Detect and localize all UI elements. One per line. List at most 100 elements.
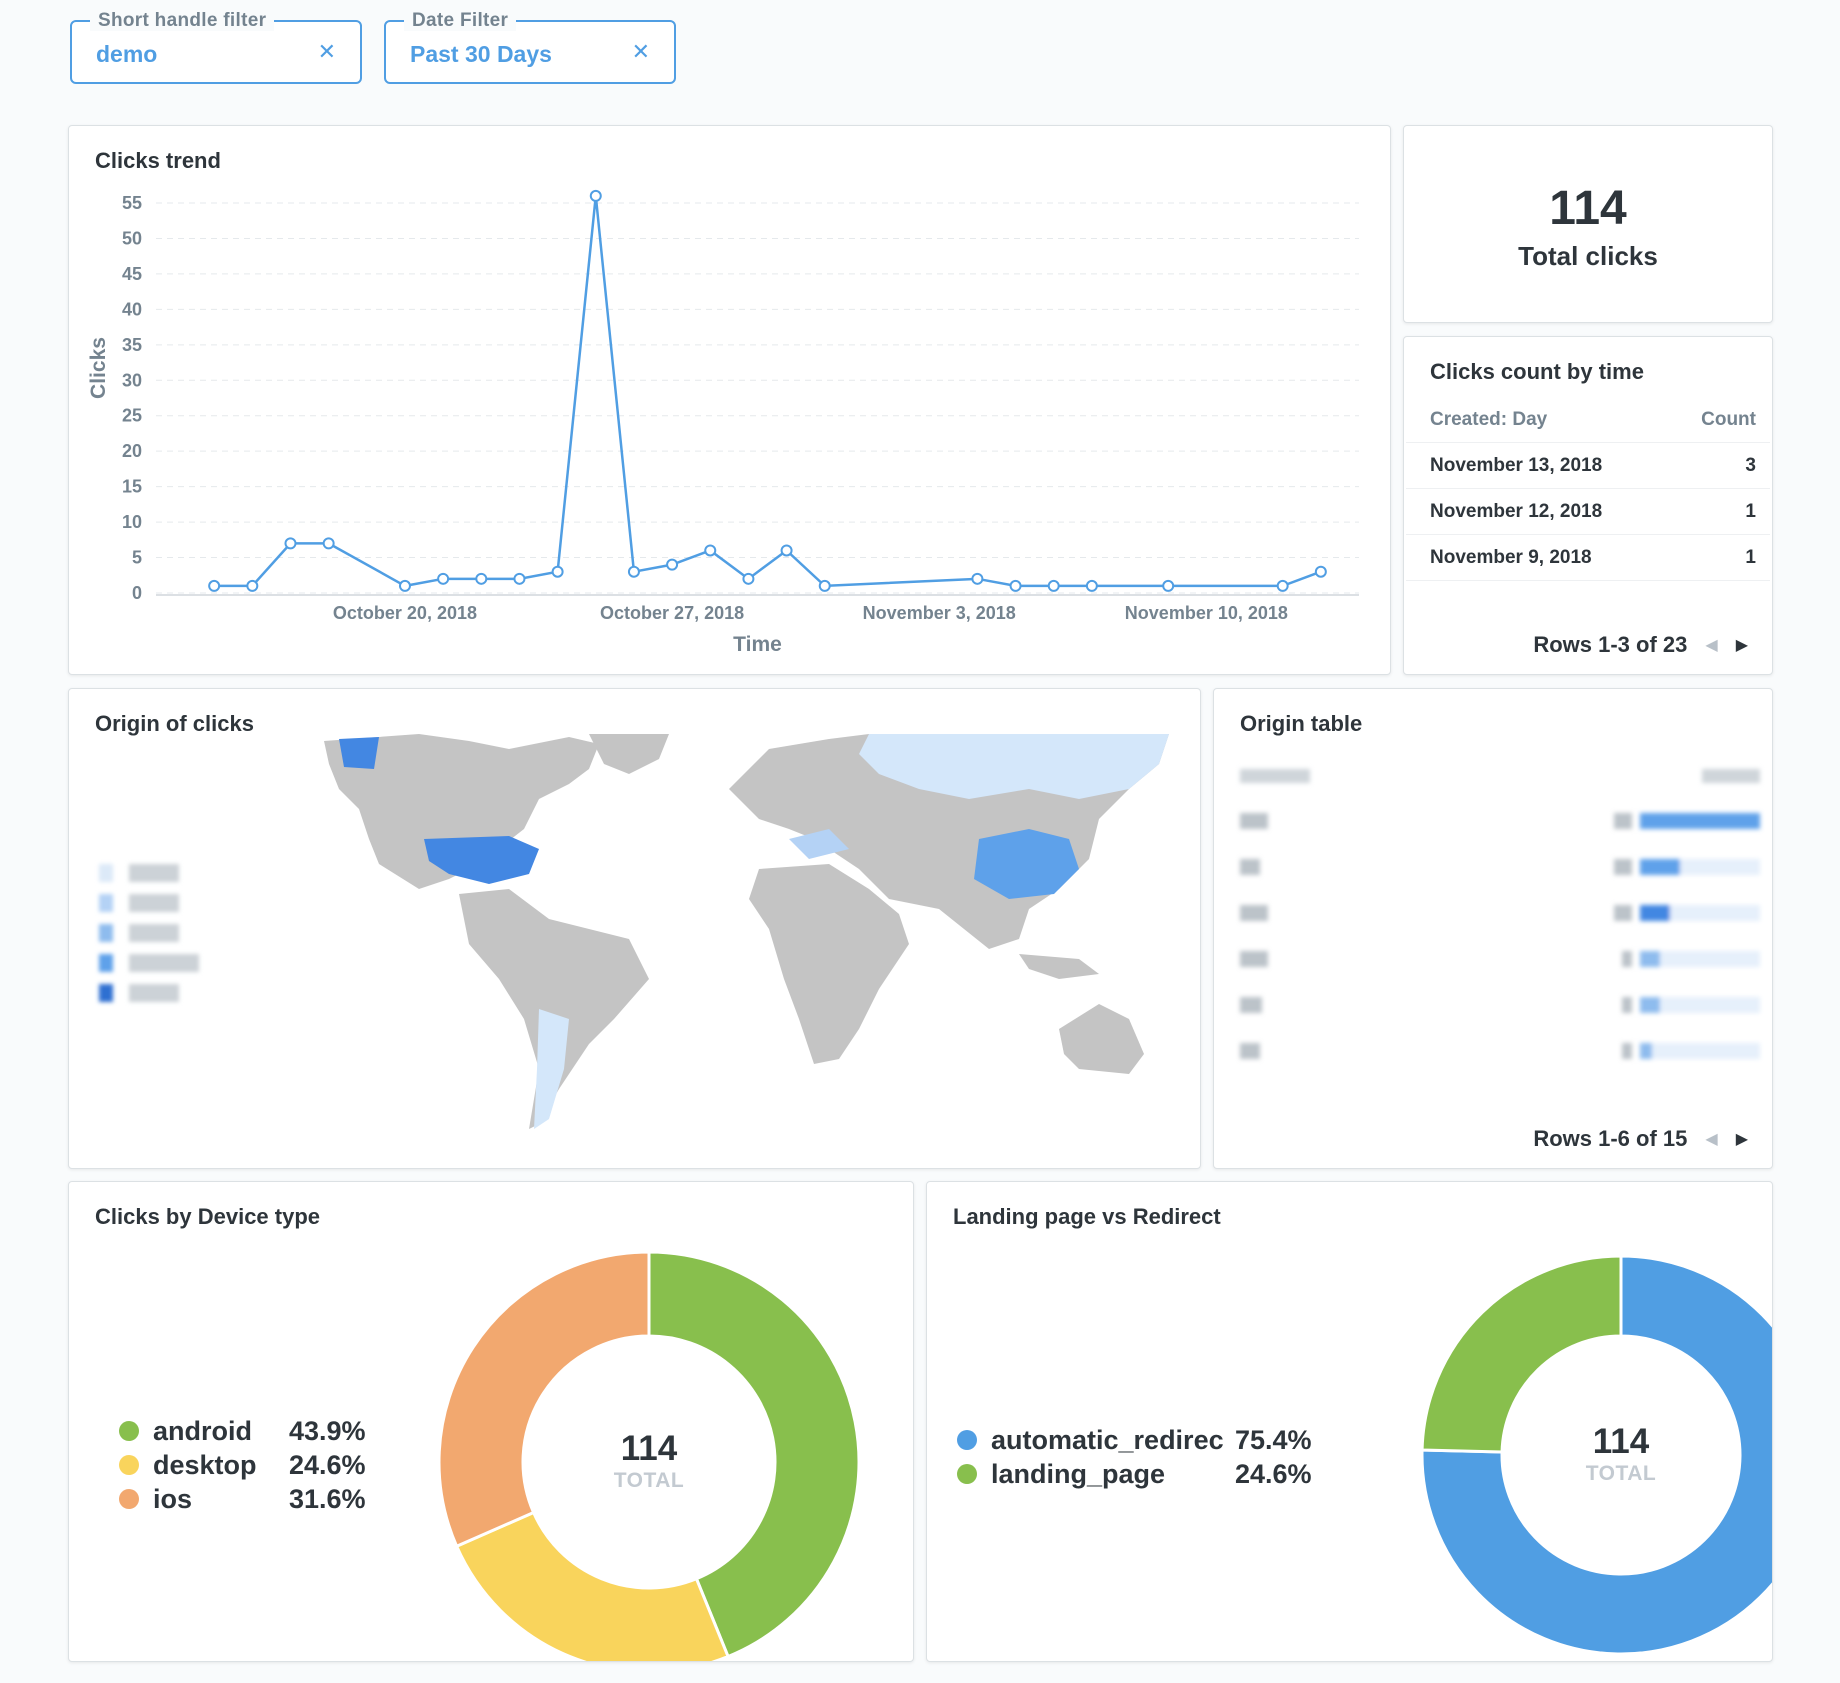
legend: automatic_redirec 75.4% landing_page 24.… bbox=[957, 1423, 1312, 1491]
x-tick-label: November 3, 2018 bbox=[863, 603, 1016, 623]
legend-item-android[interactable]: android 43.9% bbox=[119, 1414, 366, 1448]
landing-vs-redirect-card: Landing page vs Redirect automatic_redir… bbox=[926, 1181, 1773, 1662]
legend-percent: 31.6% bbox=[289, 1483, 366, 1514]
data-point bbox=[704, 544, 717, 557]
total-clicks-label[interactable]: Total clicks bbox=[1518, 241, 1658, 271]
y-tick-label: 25 bbox=[122, 406, 142, 426]
y-axis-label: Clicks bbox=[87, 337, 110, 399]
series-line bbox=[214, 195, 1322, 588]
cell-day: November 9, 2018 bbox=[1430, 546, 1592, 568]
legend-label: landing_page bbox=[991, 1458, 1166, 1489]
y-tick-label: 35 bbox=[122, 335, 142, 355]
y-tick-label: 50 bbox=[122, 228, 142, 248]
donut-center: 114 TOTAL bbox=[569, 1429, 729, 1493]
table-row: November 9, 2018 1 bbox=[1406, 535, 1770, 581]
legend-label: ios bbox=[153, 1483, 193, 1514]
x-tick-label: October 20, 2018 bbox=[333, 603, 477, 623]
pagination-label: Rows 1-3 of 23 bbox=[1533, 632, 1688, 657]
world-map[interactable] bbox=[69, 689, 1201, 1169]
previous-page-icon[interactable]: ◀ bbox=[1705, 637, 1718, 654]
y-tick-label: 5 bbox=[132, 548, 142, 568]
card-title[interactable]: Clicks count by time bbox=[1430, 359, 1644, 384]
table-row: November 12, 2018 1 bbox=[1406, 489, 1770, 535]
previous-page-icon[interactable]: ◀ bbox=[1705, 1131, 1718, 1148]
x-axis-label: Time bbox=[733, 633, 782, 656]
cell-count: 1 bbox=[1745, 500, 1756, 522]
pagination-label: Rows 1-6 of 15 bbox=[1533, 1126, 1688, 1151]
filter-label: Date Filter bbox=[404, 11, 517, 31]
y-tick-label: 0 bbox=[132, 583, 142, 603]
donut-center: 114 TOTAL bbox=[1541, 1422, 1701, 1486]
filter-value[interactable]: demo bbox=[96, 41, 158, 67]
legend-dot bbox=[957, 1464, 977, 1484]
y-tick-label: 55 bbox=[122, 193, 142, 213]
card-title[interactable]: Clicks by Device type bbox=[95, 1204, 321, 1229]
pagination: Rows 1-3 of 23 ◀ ▶ bbox=[1533, 632, 1748, 658]
date-filter[interactable]: Date Filter Past 30 Days ✕ bbox=[384, 11, 676, 84]
donut-slice-automatic-redirec bbox=[1420, 1254, 1772, 1656]
column-header-created-day[interactable]: Created: Day bbox=[1430, 408, 1548, 430]
legend-item-desktop[interactable]: desktop 24.6% bbox=[119, 1448, 366, 1482]
data-point bbox=[627, 565, 640, 578]
data-point bbox=[1276, 579, 1289, 592]
legend-dot bbox=[119, 1489, 139, 1509]
legend-label: android bbox=[153, 1415, 252, 1446]
table-row: November 13, 2018 3 bbox=[1406, 443, 1770, 489]
cell-count: 3 bbox=[1745, 454, 1756, 476]
data-point bbox=[971, 572, 984, 585]
clicks-count-table-card: Clicks count by time Created: Day Count … bbox=[1403, 336, 1773, 675]
data-point bbox=[1314, 565, 1327, 578]
data-point bbox=[1085, 579, 1098, 592]
close-icon[interactable]: ✕ bbox=[317, 39, 336, 64]
short-handle-filter[interactable]: Short handle filter demo ✕ bbox=[70, 11, 362, 84]
data-point bbox=[1009, 579, 1022, 592]
cell-day: November 13, 2018 bbox=[1430, 454, 1603, 476]
clicks-trend-chart: 0 5 10 15 20 25 30 35 40 45 50 55 October 20, 2018 Oc… bbox=[87, 189, 1359, 656]
filter-value[interactable]: Past 30 Days bbox=[410, 41, 552, 67]
x-tick-label: October 27, 2018 bbox=[600, 603, 744, 623]
legend-dot bbox=[119, 1421, 139, 1441]
donut-slice-desktop bbox=[454, 1510, 731, 1661]
data-point bbox=[437, 572, 450, 585]
column-header-count[interactable]: Count bbox=[1701, 408, 1756, 430]
legend: android 43.9% desktop 24.6% ios 31.6% bbox=[119, 1414, 366, 1516]
card-title[interactable]: Origin of clicks bbox=[95, 711, 254, 736]
legend-item-ios[interactable]: ios 31.6% bbox=[119, 1482, 366, 1516]
table-header: Created: Day Count bbox=[1406, 397, 1770, 443]
data-point bbox=[780, 544, 793, 557]
card-title[interactable]: Landing page vs Redirect bbox=[953, 1204, 1221, 1229]
next-page-icon[interactable]: ▶ bbox=[1735, 637, 1748, 654]
total-clicks-card: 114 Total clicks bbox=[1403, 125, 1773, 323]
legend-percent: 75.4% bbox=[1235, 1424, 1312, 1455]
clicks-trend-card: Clicks trend 0 5 10 15 20 25 30 35 40 45 50 55 Octob… bbox=[68, 125, 1391, 675]
y-tick-label: 45 bbox=[122, 264, 142, 284]
data-point bbox=[208, 579, 221, 592]
cell-day: November 12, 2018 bbox=[1430, 500, 1603, 522]
data-point bbox=[513, 572, 526, 585]
data-point bbox=[1047, 579, 1060, 592]
legend-item-automatic-redirect[interactable]: automatic_redirec 75.4% bbox=[957, 1423, 1312, 1457]
x-tick-label: November 10, 2018 bbox=[1125, 603, 1288, 623]
y-tick-label: 15 bbox=[122, 477, 142, 497]
card-title[interactable]: Origin table bbox=[1240, 711, 1363, 736]
origin-table-blurred bbox=[1240, 769, 1760, 1059]
data-point bbox=[551, 565, 564, 578]
legend-label: desktop bbox=[153, 1449, 257, 1480]
data-table: Created: Day Count November 13, 2018 3 N… bbox=[1406, 397, 1770, 581]
donut-slice-android bbox=[647, 1250, 861, 1659]
legend-dot bbox=[119, 1455, 139, 1475]
data-point bbox=[284, 537, 297, 550]
card-title[interactable]: Clicks trend bbox=[95, 148, 221, 173]
donut-total-label: TOTAL bbox=[1585, 1462, 1657, 1485]
legend-item-landing-page[interactable]: landing_page 24.6% bbox=[957, 1457, 1312, 1491]
origin-map-card: Origin of clicks bbox=[68, 688, 1201, 1169]
donut-slice-landing-page bbox=[1420, 1254, 1623, 1454]
total-clicks-value: 114 bbox=[1549, 182, 1627, 235]
legend-percent: 43.9% bbox=[289, 1415, 366, 1446]
pagination: Rows 1-6 of 15 ◀ ▶ bbox=[1533, 1126, 1748, 1152]
close-icon[interactable]: ✕ bbox=[631, 39, 650, 64]
origin-table-card: Origin table bbox=[1213, 688, 1773, 1169]
cell-count: 1 bbox=[1745, 546, 1756, 568]
legend-label: automatic_redirec bbox=[991, 1424, 1224, 1455]
next-page-icon[interactable]: ▶ bbox=[1735, 1131, 1748, 1148]
